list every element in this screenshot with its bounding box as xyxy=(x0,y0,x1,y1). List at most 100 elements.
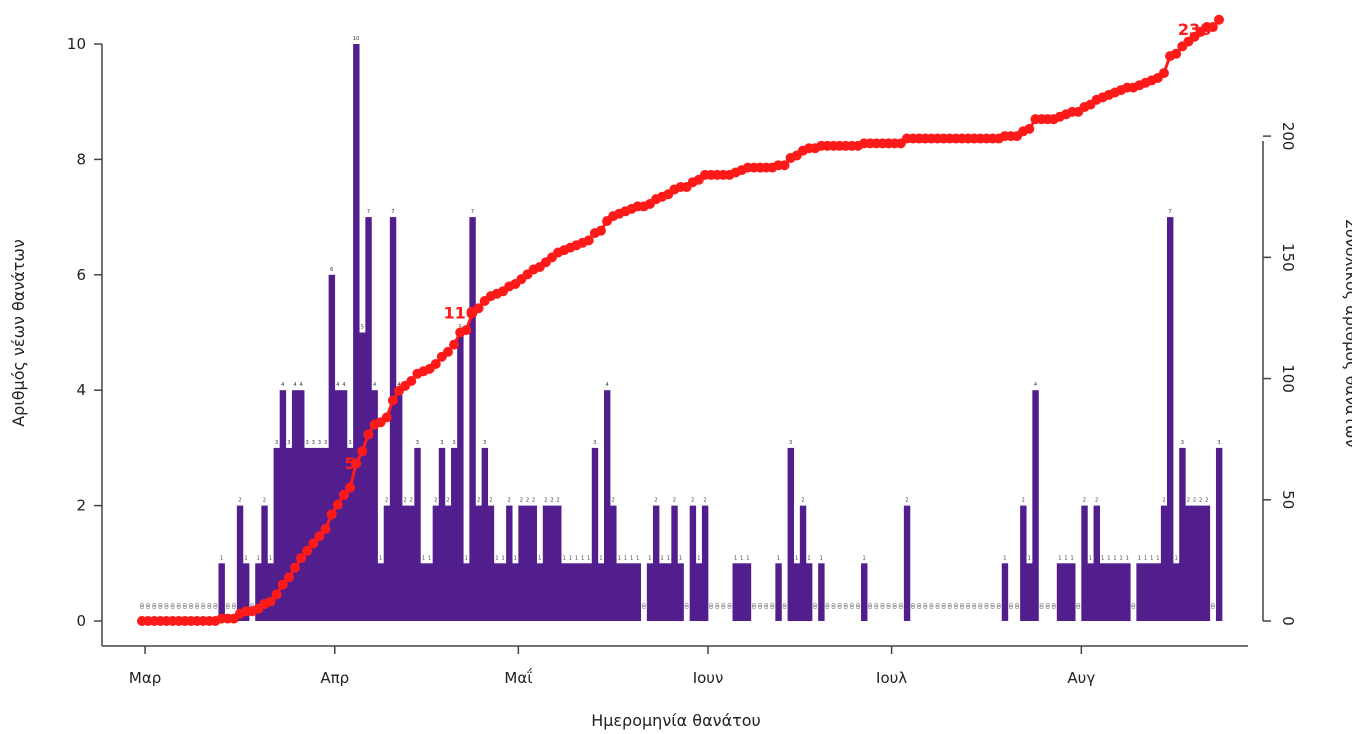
bar xyxy=(346,447,354,621)
y-tick-label: 8 xyxy=(76,150,86,168)
cumulative-point xyxy=(473,303,484,314)
bar xyxy=(548,505,556,621)
cumulative-point xyxy=(449,339,460,350)
bar xyxy=(1069,563,1076,621)
zero-marker xyxy=(923,603,928,607)
cumulative-point xyxy=(406,375,417,386)
zero-marker xyxy=(1015,603,1020,607)
bar xyxy=(628,563,635,621)
bar xyxy=(536,563,544,621)
bar-value-label: 1 xyxy=(679,555,682,561)
bar xyxy=(744,563,752,621)
bar xyxy=(616,563,623,621)
x-tick-label: Μαΐ xyxy=(504,667,532,687)
bar-value-label: 1 xyxy=(807,555,810,561)
bar xyxy=(1179,447,1186,621)
zero-marker xyxy=(189,605,193,609)
zero-marker xyxy=(825,603,830,607)
zero-marker xyxy=(170,605,175,609)
bar-value-label: 1 xyxy=(563,555,566,561)
bar xyxy=(634,563,642,621)
bar xyxy=(444,505,452,621)
bar-value-label: 2 xyxy=(1022,498,1025,504)
zero-marker xyxy=(929,605,934,609)
bar xyxy=(457,332,464,621)
bar xyxy=(597,563,605,621)
bar-value-label: 1 xyxy=(379,555,382,561)
zero-marker xyxy=(856,603,860,607)
zero-marker xyxy=(213,603,218,607)
bar-value-label: 3 xyxy=(1181,440,1184,446)
bar-value-label: 1 xyxy=(740,555,743,561)
cumulative-label: 5 xyxy=(344,454,355,473)
bar xyxy=(652,505,660,621)
bar xyxy=(304,447,311,621)
zero-marker xyxy=(941,605,946,609)
y2-tick-label: 0 xyxy=(1279,616,1297,626)
bar-value-label: 4 xyxy=(281,382,284,388)
cumulative-point xyxy=(283,572,294,583)
bar-value-label: 2 xyxy=(544,498,547,504)
bar-value-label: 2 xyxy=(385,498,388,504)
zero-marker xyxy=(996,605,1001,609)
x-tick-label: Ιουν xyxy=(693,669,724,687)
bar-value-label: 3 xyxy=(275,440,278,446)
zero-marker xyxy=(831,605,836,609)
bar xyxy=(903,505,911,621)
bar xyxy=(818,563,825,621)
zero-marker xyxy=(972,605,977,609)
zero-marker xyxy=(758,603,763,607)
bar xyxy=(732,563,739,621)
bar-value-label: 3 xyxy=(348,440,351,446)
zero-marker xyxy=(758,605,763,609)
bar xyxy=(359,332,366,621)
zero-marker xyxy=(764,603,769,607)
bar-value-label: 3 xyxy=(416,440,419,446)
bar-value-label: 1 xyxy=(1150,555,1153,561)
bar xyxy=(506,505,513,621)
cumulative-point xyxy=(381,412,392,423)
zero-marker xyxy=(886,605,891,609)
bar-value-label: 2 xyxy=(410,498,413,504)
cumulative-point xyxy=(442,346,453,357)
bar xyxy=(1197,505,1205,621)
bar-value-label: 7 xyxy=(1168,209,1171,215)
bar xyxy=(1056,563,1064,621)
bar xyxy=(1105,563,1113,621)
zero-marker xyxy=(813,605,818,609)
bar xyxy=(340,390,348,621)
bar-value-label: 3 xyxy=(318,440,321,446)
zero-marker xyxy=(170,603,175,607)
bar-value-label: 1 xyxy=(538,555,541,561)
zero-marker xyxy=(972,603,977,607)
zero-marker xyxy=(152,605,157,609)
bar-value-label: 4 xyxy=(293,382,296,388)
bar xyxy=(395,390,403,621)
zero-marker xyxy=(874,603,879,607)
bar xyxy=(487,505,495,621)
zero-marker xyxy=(935,603,940,607)
x-axis-ticks: Μαρ Απρ Μαΐ Ιουν Ιουλ Αυγ xyxy=(129,646,1095,687)
zero-marker xyxy=(782,605,787,609)
zero-marker xyxy=(764,605,769,609)
bar xyxy=(481,447,489,621)
y2-tick-label: 100 xyxy=(1279,364,1297,393)
bar-value-label: 1 xyxy=(618,555,621,561)
bar xyxy=(475,505,482,621)
bar xyxy=(463,563,470,621)
cumulative-point xyxy=(583,235,594,246)
zero-marker xyxy=(721,603,726,607)
zero-marker xyxy=(898,605,903,609)
bar-value-label: 2 xyxy=(612,498,615,504)
bar xyxy=(365,217,372,621)
zero-marker xyxy=(164,605,169,609)
cumulative-point xyxy=(338,489,349,500)
bar-value-label: 1 xyxy=(661,555,664,561)
bar xyxy=(1081,505,1088,621)
bar-value-label: 1 xyxy=(569,555,572,561)
zero-marker xyxy=(1039,605,1044,609)
cumulative-point xyxy=(277,579,288,590)
zero-marker xyxy=(770,605,775,609)
zero-marker xyxy=(140,605,144,609)
